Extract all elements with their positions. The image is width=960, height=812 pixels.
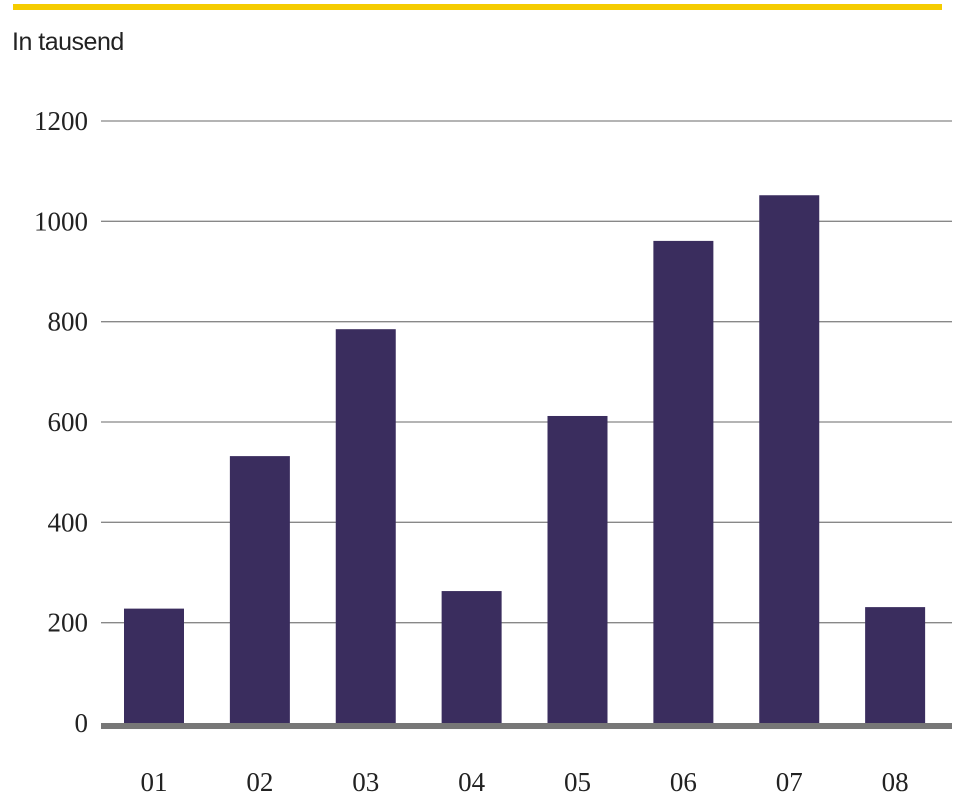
- bar: [547, 415, 608, 723]
- x-axis-line: [101, 723, 952, 729]
- bar: [229, 456, 290, 723]
- bar: [865, 607, 926, 723]
- x-tick-label: 04: [458, 767, 486, 797]
- x-tick-label: 05: [564, 767, 591, 797]
- x-tick-label: 06: [670, 767, 697, 797]
- accent-bar: [13, 4, 942, 10]
- x-tick-label: 02: [246, 767, 273, 797]
- x-tick-label: 08: [882, 767, 909, 797]
- bar: [124, 608, 184, 723]
- y-axis-unit-label: In tausend: [12, 28, 124, 56]
- y-tick-label: 0: [75, 708, 89, 738]
- x-tick-label: 01: [141, 767, 168, 797]
- bar: [759, 195, 820, 723]
- x-tick-label: 03: [352, 767, 379, 797]
- y-tick-label: 200: [48, 608, 89, 638]
- bar: [441, 591, 502, 723]
- y-tick-label: 1200: [34, 106, 88, 136]
- bar: [653, 240, 714, 724]
- y-tick-label: 800: [48, 307, 89, 337]
- y-tick-label: 600: [48, 407, 89, 437]
- y-tick-label: 400: [48, 507, 89, 537]
- bar: [335, 329, 396, 723]
- x-tick-label: 07: [776, 767, 803, 797]
- y-tick-label: 1000: [34, 206, 88, 236]
